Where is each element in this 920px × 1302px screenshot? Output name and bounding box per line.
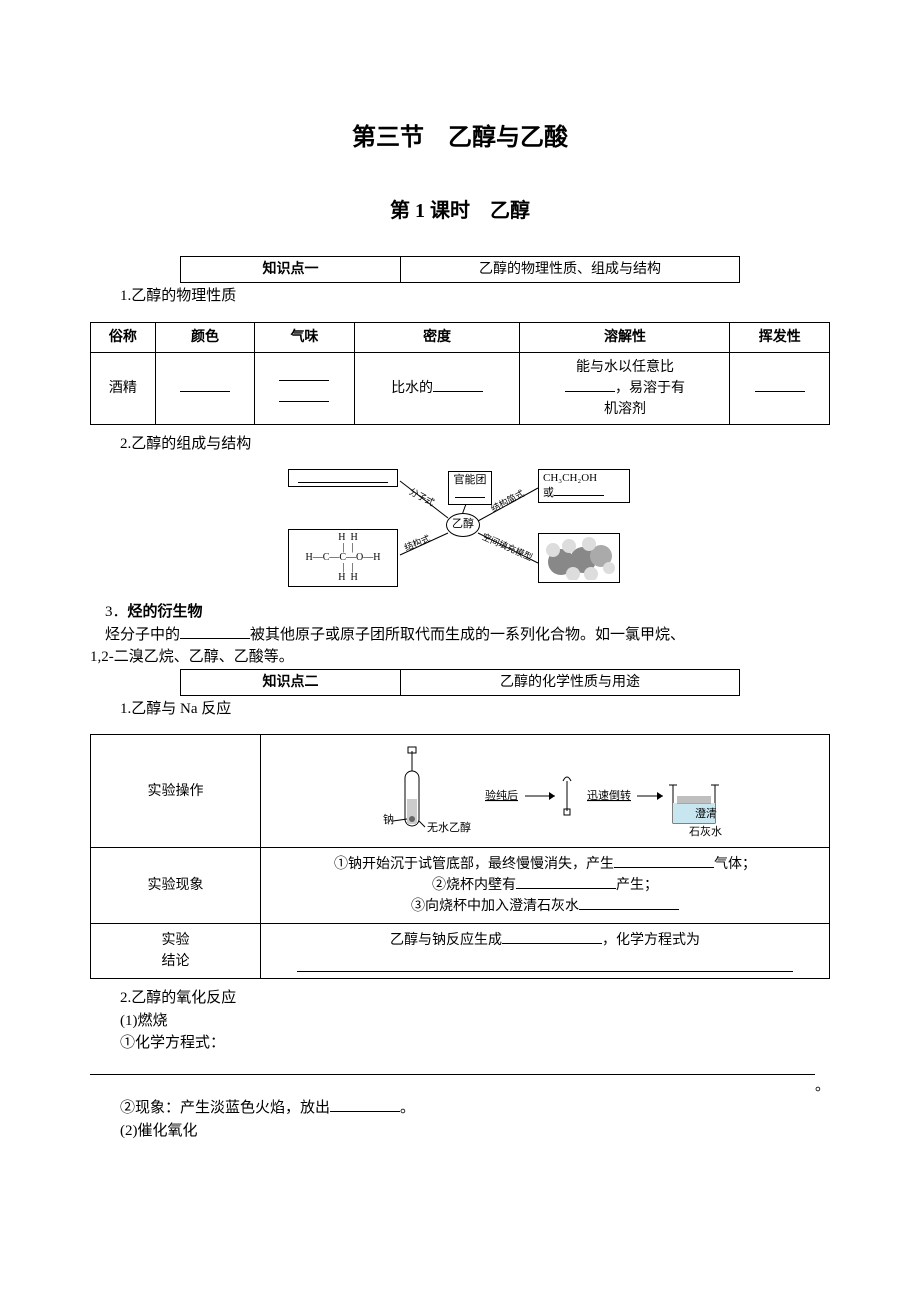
td-5: [730, 352, 830, 424]
kp2-label: 知识点二: [181, 669, 401, 695]
sub-title: 第 1 课时 乙醇: [90, 196, 830, 226]
th-1: 颜色: [155, 322, 254, 352]
th-0: 俗称: [91, 322, 156, 352]
th-2: 气味: [255, 322, 354, 352]
node-space-filling: [538, 533, 620, 583]
sec5-1a: ①化学方程式：: [90, 1032, 830, 1055]
svg-text:石灰水: 石灰水: [689, 824, 722, 838]
td-3: 比水的: [354, 352, 520, 424]
exp-phen-label: 实验现象: [91, 848, 261, 924]
sec5-2: (2)催化氧化: [90, 1120, 830, 1143]
node-functional-group: 官能团: [448, 471, 492, 505]
exp-conc-content: 乙醇与钠反应生成，化学方程式为: [261, 924, 830, 979]
main-title: 第三节 乙醇与乙酸: [90, 120, 830, 156]
td-1: [155, 352, 254, 424]
svg-text:验纯后: 验纯后: [485, 788, 518, 802]
exp-op-figure: 钠 无水乙醇 验纯后 迅速倒转: [261, 735, 830, 848]
sec2-title: 2.乙醇的组成与结构: [90, 433, 830, 456]
svg-text:钠: 钠: [383, 812, 394, 826]
sec5-1b: ②现象：产生淡蓝色火焰，放出。: [90, 1097, 830, 1120]
exp-phen-content: ①钠开始沉于试管底部，最终慢慢消失，产生气体； ②烧杯内壁有产生； ③向烧杯中加…: [261, 848, 830, 924]
kp2-desc: 乙醇的化学性质与用途: [401, 669, 740, 695]
node-structural-formula: H H | | H—C—C—O—H | | H H: [288, 529, 398, 587]
th-4: 溶解性: [520, 322, 730, 352]
svg-text:迅速倒转: 迅速倒转: [587, 788, 631, 802]
sec5-1: (1)燃烧: [90, 1010, 830, 1033]
td-2: [255, 352, 354, 424]
sec5-period: 。: [90, 1075, 830, 1098]
td-4: 能与水以任意比 ，易溶于有 机溶剂: [520, 352, 730, 424]
physical-properties-table: 俗称 颜色 气味 密度 溶解性 挥发性 酒精 比水的 能与水以任意比 ，易溶于有…: [90, 322, 830, 425]
experiment-apparatus-icon: 钠 无水乙醇 验纯后 迅速倒转: [355, 741, 735, 841]
sec3-heading: 3．烃的衍生物: [90, 601, 830, 624]
experiment-table: 实验操作 钠 无水乙醇 验纯后 迅速倒转: [90, 734, 830, 979]
node-structural-short: CH₃CH₂OH 或: [538, 469, 630, 503]
knowledge-point-1: 知识点一 乙醇的物理性质、组成与结构: [180, 256, 740, 283]
td-0: 酒精: [91, 352, 156, 424]
kp1-desc: 乙醇的物理性质、组成与结构: [401, 257, 740, 283]
sec5-title: 2.乙醇的氧化反应: [90, 987, 830, 1010]
sec3-line2: 1,2-二溴乙烷、乙醇、乙酸等。: [90, 646, 830, 669]
sec4-title: 1.乙醇与 Na 反应: [90, 698, 830, 721]
sec5-eq-blank: [90, 1057, 830, 1075]
svg-text:澄清: 澄清: [695, 806, 717, 820]
space-filling-model-icon: [541, 536, 617, 580]
exp-op-label: 实验操作: [91, 735, 261, 848]
th-3: 密度: [354, 322, 520, 352]
sec1-title: 1.乙醇的物理性质: [90, 285, 830, 308]
th-5: 挥发性: [730, 322, 830, 352]
sec3-line1: 烃分子中的被其他原子或原子团所取代而生成的一系列化合物。如一氯甲烷、: [90, 624, 830, 647]
kp1-label: 知识点一: [181, 257, 401, 283]
svg-text:无水乙醇: 无水乙醇: [427, 820, 471, 834]
knowledge-point-2: 知识点二 乙醇的化学性质与用途: [180, 669, 740, 696]
node-center: 乙醇: [446, 513, 480, 537]
exp-conc-label: 实验结论: [91, 924, 261, 979]
structure-diagram: 官能团 CH₃CH₂OH 或 乙醇 H H | | H—C—C—O—H | | …: [280, 463, 640, 593]
node-molecular-formula: [288, 469, 398, 487]
